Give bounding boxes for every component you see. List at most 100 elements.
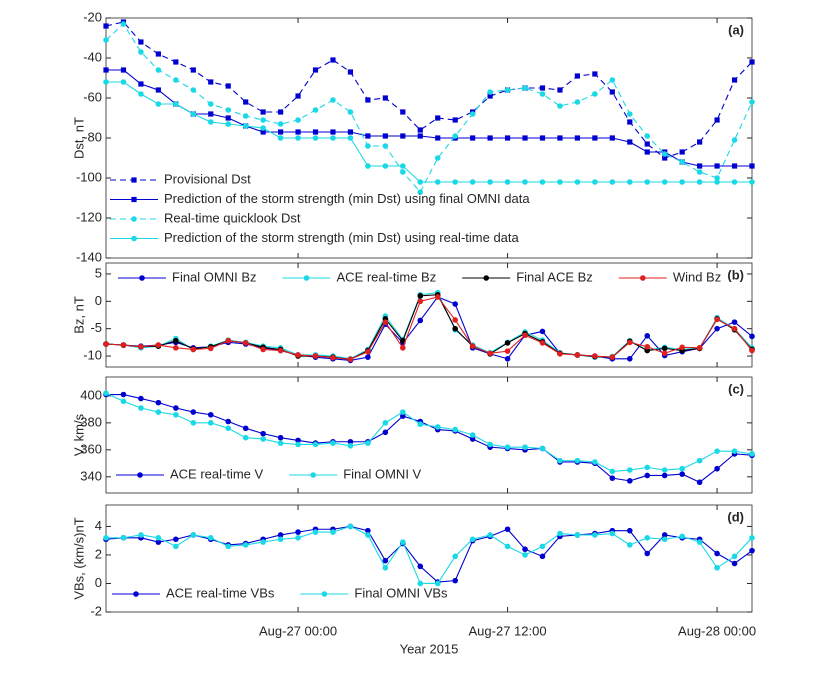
marker	[190, 87, 197, 93]
marker	[138, 343, 144, 350]
y-tick-label: 0	[95, 293, 102, 308]
marker	[347, 109, 354, 115]
panel: 340 360 380 400 V, km/s (c) ACE real-time V Fin…	[71, 376, 755, 494]
y-tick-label: 380	[80, 414, 102, 429]
y-tick-label: 0	[95, 575, 102, 590]
marker	[696, 539, 703, 545]
marker	[609, 475, 616, 481]
marker	[400, 409, 406, 415]
y-axis-label: Dst, nT	[71, 117, 86, 159]
marker	[644, 133, 651, 139]
y-tick-label: -140	[76, 249, 102, 264]
marker	[382, 564, 389, 571]
marker	[155, 409, 162, 415]
marker	[260, 430, 266, 437]
marker	[452, 426, 458, 433]
legend-marker	[133, 591, 139, 597]
marker	[382, 420, 389, 426]
marker	[609, 89, 615, 95]
marker	[312, 353, 319, 359]
marker	[295, 117, 301, 123]
marker	[207, 535, 214, 541]
marker	[435, 115, 441, 121]
y-axis-label: V, km/s	[71, 413, 86, 456]
marker	[574, 135, 581, 141]
marker	[697, 163, 703, 169]
axes-frame	[105, 262, 753, 368]
marker	[714, 163, 720, 169]
marker	[679, 533, 685, 540]
marker	[644, 141, 650, 147]
y-tick-label: 2	[95, 546, 102, 561]
marker	[190, 346, 197, 353]
marker	[173, 59, 179, 65]
marker	[242, 542, 249, 548]
marker	[679, 465, 685, 472]
marker	[417, 580, 424, 587]
marker	[434, 179, 441, 185]
marker	[173, 345, 179, 351]
marker	[417, 133, 423, 139]
marker	[469, 436, 476, 442]
marker	[347, 135, 354, 141]
marker	[382, 319, 389, 325]
marker	[260, 125, 266, 131]
marker	[330, 440, 336, 446]
marker	[400, 539, 406, 545]
marker	[469, 179, 476, 185]
marker	[749, 99, 755, 105]
series-line	[106, 81, 752, 183]
legend-marker	[131, 216, 137, 222]
marker	[330, 529, 336, 535]
marker	[103, 390, 109, 396]
marker	[120, 67, 127, 73]
marker	[592, 71, 598, 77]
axes-frame	[105, 504, 753, 613]
marker	[312, 107, 319, 113]
marker	[731, 77, 738, 83]
legend-label: ACE real-time Bz	[337, 269, 437, 284]
marker	[434, 294, 441, 300]
marker	[173, 543, 179, 550]
marker	[295, 529, 301, 535]
marker	[417, 179, 424, 185]
marker	[679, 159, 685, 165]
marker	[138, 39, 144, 45]
marker	[504, 526, 511, 533]
marker	[592, 459, 598, 465]
marker	[277, 440, 284, 446]
marker	[731, 448, 738, 454]
marker	[400, 345, 406, 351]
marker	[120, 79, 127, 85]
marker	[661, 151, 668, 157]
marker	[609, 135, 615, 141]
legend-label: Final OMNI VBs	[354, 585, 448, 600]
marker	[557, 530, 563, 537]
marker	[417, 421, 424, 428]
marker	[138, 91, 144, 97]
marker	[155, 535, 162, 541]
marker	[609, 354, 616, 360]
series-line	[106, 525, 753, 585]
marker	[592, 353, 598, 359]
y-tick-label: -100	[76, 169, 102, 184]
marker	[714, 550, 720, 557]
marker	[539, 179, 546, 185]
marker	[522, 332, 528, 339]
marker	[155, 51, 161, 57]
marker	[312, 67, 319, 73]
marker	[260, 109, 266, 115]
marker	[539, 340, 546, 346]
y-tick-label: -10	[83, 347, 102, 362]
marker	[434, 155, 441, 161]
marker	[696, 457, 703, 464]
marker	[295, 93, 301, 99]
marker	[522, 546, 528, 553]
marker	[539, 445, 546, 452]
legend-label: Final ACE Bz	[516, 269, 593, 284]
marker	[504, 135, 511, 141]
marker	[347, 438, 354, 445]
y-tick-label: -2	[90, 603, 102, 618]
legend-marker	[137, 472, 143, 478]
marker	[731, 553, 738, 560]
